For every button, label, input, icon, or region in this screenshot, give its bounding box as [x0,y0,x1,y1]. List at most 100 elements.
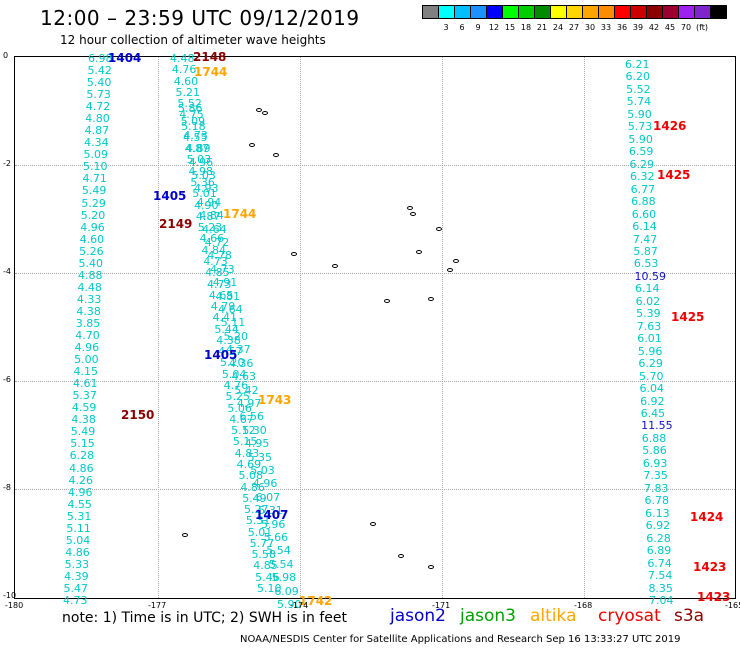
pass-time-label: 1423 [693,560,727,574]
color-scale-label: 3 [443,23,449,32]
wave-height-value: 4.65 [208,288,234,302]
wave-height-value: 4.93 [194,182,219,196]
color-scale-swatch [550,5,567,19]
wave-height-value: 4.72 [204,236,230,250]
island-outline [370,522,376,526]
wave-height-value: 5.09 [180,115,206,129]
wave-height-value: 6.78 [644,494,670,508]
wave-height-value: 6.07 [255,490,281,504]
wave-height-value: 4.86 [240,480,265,494]
wave-height-value: 5.15 [232,435,258,449]
wave-height-value: 4.85 [253,559,278,573]
wave-height-value: 5.49 [70,425,96,439]
island-outline [256,108,262,112]
island-outline [384,299,390,303]
wave-height-value: 4.87 [84,124,110,138]
wave-height-value: 6.59 [628,145,654,159]
wave-height-value: 4.64 [202,222,227,236]
wave-height-value: 5.08 [238,469,263,483]
wave-height-value: 5.74 [626,95,652,109]
wave-height-value: 5.98 [271,571,297,585]
wave-height-value: 5.44 [214,322,239,336]
wave-height-value: 4.73 [203,254,228,268]
wave-height-value: 5.12 [231,424,256,438]
color-scale-label: 18 [520,23,532,32]
wave-height-value: 4.81 [215,289,240,303]
color-scale-swatch [582,5,599,19]
x-tick-label: -180 [5,601,24,610]
wave-height-value: 4.37 [226,343,251,357]
wave-height-value: 6.60 [631,207,657,221]
color-scale-swatch [630,5,647,19]
wave-height-value: 6.01 [637,332,662,346]
wave-height-value: 6.02 [635,294,661,308]
wave-height-value: 7.83 [643,481,669,495]
wave-height-value: 6.45 [640,407,666,421]
wave-height-value: 10.59 [634,269,666,283]
wave-height-value: 5.39 [636,307,661,321]
wave-height-value: 5.33 [64,557,90,571]
color-scale-swatch [470,5,487,19]
wave-height-value: 4.91 [212,276,238,290]
wave-height-value: 6.98 [88,52,113,65]
wave-height-value: 5.11 [220,316,246,330]
wave-height-value: 5.30 [242,423,267,437]
wave-height-value: 5.15 [70,437,95,451]
wave-height-value: 4.55 [182,130,208,144]
footnote: note: 1) Time is in UTC; 2) SWH is in fe… [62,610,348,626]
island-outline [249,143,255,147]
wave-height-value: 5.96 [637,344,663,358]
y-tick-label: -6 [3,375,11,384]
grid-line [15,273,735,274]
wave-height-value: 4.64 [218,303,243,317]
wave-height-value: 5.06 [227,401,252,415]
island-outline [447,268,453,272]
legend-entry-altika: altika [530,606,577,626]
wave-height-value: 4.63 [231,370,257,384]
grid-line [15,165,735,166]
wave-height-value: 5.86 [642,444,667,458]
wave-height-value: 4.95 [244,437,270,451]
wave-height-value: 6.20 [625,70,651,84]
wave-height-value: 4.79 [210,300,236,314]
wave-height-value: 6.92 [640,394,665,408]
wave-height-value: 4.86 [69,461,94,475]
wave-height-value: 4.70 [75,329,100,343]
color-scale-label: 42 [648,23,660,32]
wave-height-value: 5.35 [247,450,273,464]
color-scale-label: 70 [680,23,692,32]
wave-height-value: 5.37 [72,389,97,403]
wave-height-value: 4.67 [229,412,254,426]
color-scale-label: 6 [459,23,465,32]
wave-height-value: 6.74 [647,556,672,570]
color-scale-swatch [566,5,583,19]
color-scale-label: 30 [584,23,596,32]
color-scale-label: 12 [488,23,500,32]
wave-height-value: 5.21 [175,85,201,99]
color-scale-swatch [422,5,439,19]
wave-height-value: 5.29 [81,196,106,210]
wave-height-value: 6.32 [630,170,655,184]
wave-height-value: 5.90 [628,132,653,146]
wave-height-value: 6.77 [630,182,656,196]
wave-height-value: 4.38 [71,413,96,427]
island-outline [428,297,434,301]
wave-height-value: 5.31 [258,504,283,518]
color-scale-label: 21 [536,23,548,32]
island-outline [398,554,404,558]
wave-height-value: 6.13 [645,506,670,520]
color-scale-swatch [454,5,471,19]
pass-time-label: 1423 [697,590,731,604]
wave-height-value: 4.48 [170,52,195,65]
island-outline [428,565,434,569]
wave-height-value: 5.49 [81,184,107,198]
y-tick-label: -8 [3,483,11,492]
wave-height-value: 4.48 [77,280,102,294]
grid-line [158,57,159,598]
wave-height-value: 4.87 [195,209,221,223]
wave-height-value: 7.35 [643,469,668,483]
wave-height-value: 6.56 [239,410,265,424]
y-tick-label: -10 [3,591,17,600]
pass-time-label: 1744 [223,207,257,221]
color-scale-swatch [438,5,455,19]
